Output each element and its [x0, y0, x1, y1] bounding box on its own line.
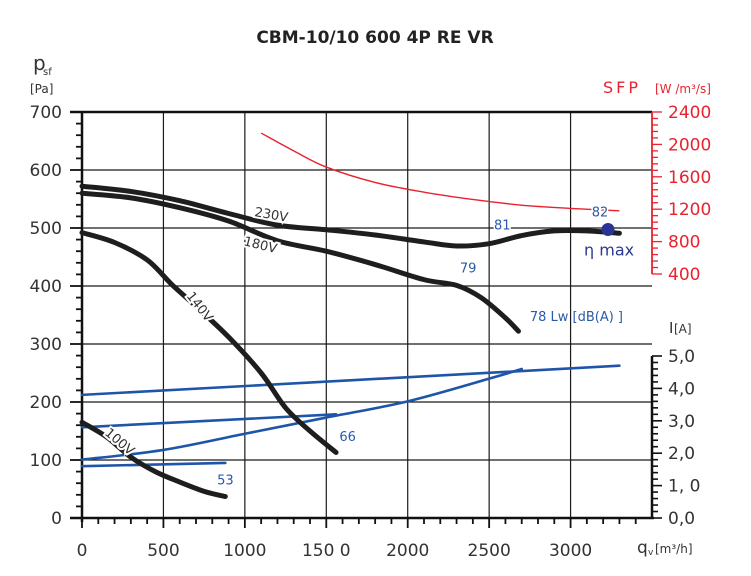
y-tick-label: 0 [51, 509, 62, 529]
lw-label: 81 [494, 219, 511, 234]
x-tick-label: 500 [147, 541, 179, 561]
lw-label: 79 [460, 262, 477, 277]
chart-title: CBM-10/10 600 4P RE VR [256, 28, 493, 48]
x-tick-label: 150 0 [302, 541, 351, 561]
y-axis-label-main: p [33, 51, 46, 75]
y-tick-label: 200 [30, 393, 62, 413]
eta-max-label: η max [584, 240, 634, 259]
sfp-axis-title: SFP [603, 78, 641, 97]
sfp-tick-label: 1200 [668, 200, 711, 220]
current-tick-label: 1, 0 [668, 477, 700, 497]
y-axis-label-sub: sf [43, 67, 52, 78]
current-tick-label: 2,0 [668, 444, 695, 464]
y-tick-label: 400 [30, 277, 62, 297]
sfp-line [260, 132, 620, 212]
y-tick-label: 500 [30, 219, 62, 239]
pressure-curve-140v [79, 230, 339, 455]
eta-max-marker [601, 222, 615, 236]
current-tick-label: 0,0 [668, 509, 695, 529]
pressure-series-group [79, 183, 622, 500]
y-axis-unit: [Pa] [30, 82, 53, 96]
current-axis-unit: [A] [674, 322, 692, 336]
lw-label: 78 Lw [dB(A) ] [530, 310, 623, 325]
sfp-tick-label: 1600 [668, 168, 711, 188]
sfp-tick-label: 800 [668, 233, 700, 253]
current-axis-title: I [669, 319, 673, 337]
current-axis-label: I [A] [669, 319, 692, 337]
pressure-curve-230v [79, 183, 622, 249]
pressure-curve-100v [79, 419, 228, 500]
sfp-series-group [260, 132, 620, 212]
x-tick-label: 2500 [468, 541, 511, 561]
sfp-tick-label: 2400 [668, 103, 711, 123]
y-axis-label: p sf [Pa] [30, 51, 53, 96]
sfp-axis-unit: [W /m³/s] [655, 82, 711, 96]
current-series-group [80, 364, 621, 468]
current-tick-label: 5,0 [668, 347, 695, 367]
y-tick-label: 600 [30, 161, 62, 181]
x-axis-label: q v [m³/h] [637, 538, 693, 558]
x-axis-unit: [m³/h] [655, 542, 693, 556]
x-axis-label-sub: v [648, 548, 654, 558]
y-tick-label: 700 [30, 103, 62, 123]
current-line-i-100v [80, 461, 227, 468]
x-tick-label: 3000 [549, 541, 592, 561]
current-line-i-230v [80, 364, 621, 397]
x-tick-label: 0 [77, 541, 88, 561]
sfp-axis-label: SFP [W /m³/s] [603, 78, 711, 97]
current-tick-label: 3,0 [668, 412, 695, 432]
pressure-curve-180v [79, 190, 521, 334]
x-axis-label-main: q [637, 538, 648, 558]
current-line-i-140v [80, 367, 524, 461]
lw-label: 66 [339, 430, 356, 445]
lw-label: 82 [592, 205, 609, 220]
sfp-tick-label: 400 [668, 265, 700, 285]
x-tick-label: 2000 [386, 541, 429, 561]
axes [70, 110, 654, 522]
grid [82, 112, 652, 518]
current-tick-label: 4,0 [668, 379, 695, 399]
sfp-tick-label: 2000 [668, 135, 711, 155]
y-tick-label: 100 [30, 451, 62, 471]
y-tick-label: 300 [30, 335, 62, 355]
lw-label: 53 [217, 473, 234, 488]
x-tick-label: 1000 [223, 541, 266, 561]
ticks: 0 100 200 300 400 500 600 700 0 500 1000 150 0 2000 2… [30, 103, 712, 561]
